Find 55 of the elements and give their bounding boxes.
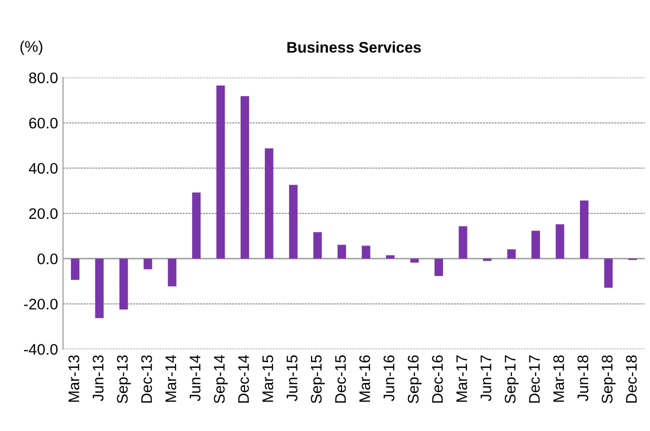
y-tick-label: 40.0 xyxy=(28,162,58,174)
x-tick-label: Sep-14 xyxy=(214,355,228,404)
bar xyxy=(338,244,346,259)
bar xyxy=(507,249,516,259)
x-tick-label: Jun-18 xyxy=(577,355,588,402)
bar xyxy=(313,232,322,259)
bar xyxy=(386,255,395,259)
x-tick-label: Sep-15 xyxy=(310,355,325,404)
bar xyxy=(531,230,540,259)
x-tick-label: Mar-13 xyxy=(68,355,80,402)
x-tick-label: Dec-14 xyxy=(238,355,249,403)
bar xyxy=(264,148,274,259)
x-tick-label: Sep-13 xyxy=(116,355,131,404)
x-tick-label: Mar-17 xyxy=(456,355,468,402)
x-tick-label: Dec-16 xyxy=(432,355,443,403)
x-tick-label: Mar-14 xyxy=(166,355,176,402)
x-tick-label: Mar-18 xyxy=(553,355,564,402)
x-tick-label: Jun-16 xyxy=(384,355,394,402)
bar xyxy=(556,224,564,259)
chart-title: Business Services xyxy=(287,42,421,53)
x-tick-label: Mar-15 xyxy=(262,355,274,402)
bar xyxy=(119,258,128,310)
x-tick-label: Mar-16 xyxy=(359,355,370,402)
bar xyxy=(168,258,176,286)
bar xyxy=(434,258,444,276)
bar xyxy=(604,258,613,288)
bar xyxy=(70,258,80,280)
bar xyxy=(362,246,370,259)
x-tick-label: Jun-17 xyxy=(480,355,492,402)
bar xyxy=(95,258,104,318)
bar xyxy=(289,184,298,259)
bar xyxy=(410,258,419,263)
x-tick-label: Jun-14 xyxy=(190,355,200,402)
x-tick-label: Dec-17 xyxy=(529,355,540,403)
y-axis-title: (%) xyxy=(20,40,42,55)
y-tick-label: -40.0 xyxy=(24,344,58,355)
y-tick-label: 0.0 xyxy=(38,253,58,264)
x-tick-label: Jun-13 xyxy=(92,355,104,402)
x-tick-label: Sep-17 xyxy=(504,355,519,404)
bar xyxy=(144,258,152,270)
bar xyxy=(580,200,588,259)
y-tick-label: 80.0 xyxy=(29,72,58,84)
bar xyxy=(192,192,201,259)
x-tick-label: Sep-16 xyxy=(408,355,422,404)
x-tick-label: Dec-13 xyxy=(141,355,152,403)
bar xyxy=(216,86,225,259)
y-tick-label: 20.0 xyxy=(29,208,58,220)
x-tick-label: Dec-15 xyxy=(335,355,346,403)
x-tick-label: Sep-18 xyxy=(602,355,616,404)
x-tick-label: Jun-15 xyxy=(286,355,298,402)
bar xyxy=(458,226,468,259)
bar xyxy=(240,96,250,259)
y-tick-label: 60.0 xyxy=(29,118,58,129)
y-tick-label: -20.0 xyxy=(24,298,58,310)
x-tick-label: Dec-18 xyxy=(626,355,637,403)
